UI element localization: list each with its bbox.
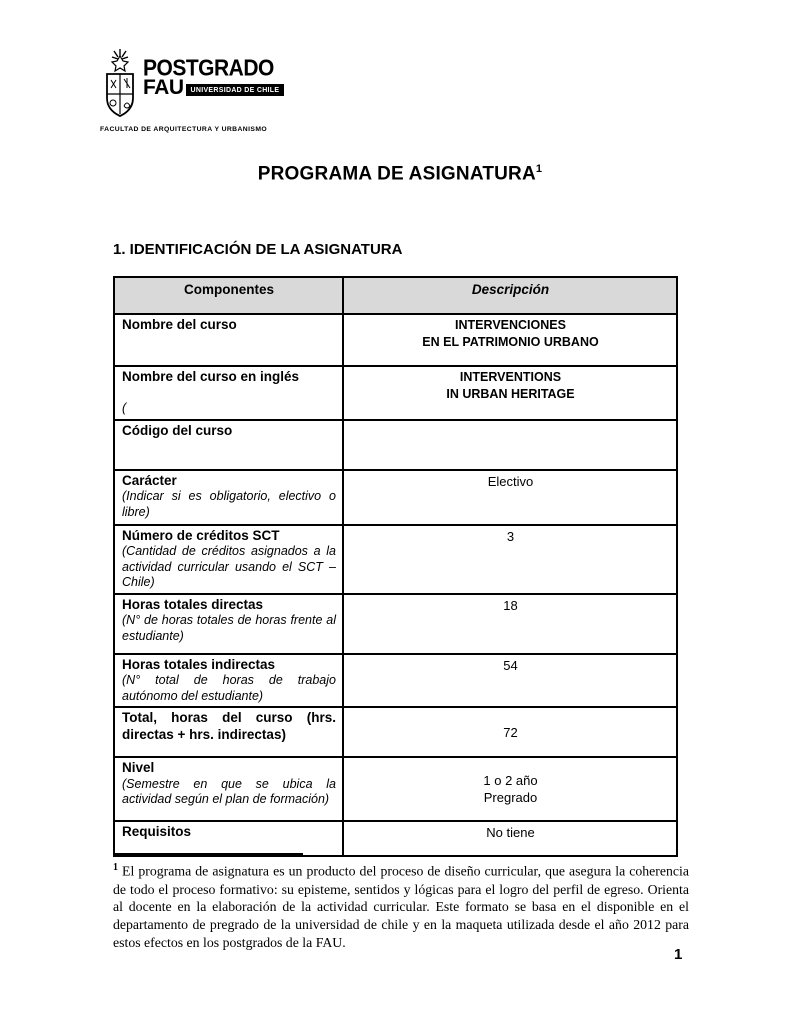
- column-header-componentes: Componentes: [113, 276, 344, 315]
- component-cell: Nombre del curso: [113, 313, 344, 367]
- fau-postgrado-logo: POSTGRADO FAU UNIVERSIDAD DE CHILE FACUL…: [100, 48, 290, 133]
- table-row-requisitos: Requisitos No tiene: [113, 820, 678, 858]
- page-title: PROGRAMA DE ASIGNATURA1: [0, 163, 800, 185]
- table-row-codigo-del-curso: Código del curso: [113, 418, 678, 471]
- description-cell: INTERVENCIONES EN EL PATRIMONIO URBANO: [342, 313, 678, 367]
- table-row-horas-indirectas: Horas totales indirectas (N° total de ho…: [113, 652, 678, 709]
- table-row-nivel: Nivel (Semestre en que se ubica la activ…: [113, 756, 678, 823]
- component-cell: Número de créditos SCT (Cantidad de créd…: [113, 523, 344, 595]
- description-cell: 54: [342, 652, 678, 709]
- footnote-reference: 1: [113, 862, 118, 873]
- description-cell: 3: [342, 523, 678, 595]
- component-label: Requisitos: [122, 824, 192, 840]
- component-note: (N° total de horas de trabajo autónomo d…: [122, 673, 336, 703]
- component-note: (Semestre en que se ubica la actividad s…: [122, 776, 336, 807]
- component-label: Horas totales indirectas: [122, 656, 276, 672]
- course-identification-table: Componentes Descripción Nombre del curso…: [113, 276, 678, 858]
- component-note: (N° de horas totales de horas frente al …: [122, 613, 336, 643]
- logo-fau-text: FAU: [143, 76, 184, 99]
- description-cell: INTERVENTIONS IN URBAN HERITAGE: [342, 365, 678, 421]
- table-row-horas-directas: Horas totales directas (N° de horas tota…: [113, 592, 678, 655]
- component-label: Total, horas del curso (hrs. directas + …: [122, 710, 336, 742]
- table-row-creditos-sct: Número de créditos SCT (Cantidad de créd…: [113, 523, 678, 595]
- logo-universidad-de-chile-text: UNIVERSIDAD DE CHILE: [185, 84, 285, 96]
- component-label: Nombre del curso en inglés: [122, 369, 300, 384]
- description-cell: Electivo: [342, 468, 678, 526]
- component-note: (Cantidad de créditos asignados a la act…: [122, 544, 336, 590]
- description-cell: 1 o 2 año Pregrado: [342, 756, 678, 823]
- component-label: Carácter: [122, 472, 177, 488]
- page-title-text: PROGRAMA DE ASIGNATURA: [257, 163, 536, 185]
- description-cell: 18: [342, 592, 678, 655]
- logo-faculty-text: FACULTAD DE ARQUITECTURA Y URBANISMO: [100, 126, 268, 133]
- description-cell: No tiene: [342, 820, 678, 858]
- logo-postgrado-text: POSTGRADO: [143, 55, 274, 81]
- component-cell: Horas totales indirectas (N° total de ho…: [113, 652, 344, 709]
- table-row-caracter: Carácter (Indicar si es obligatorio, ele…: [113, 468, 678, 526]
- table-header-row: Componentes Descripción: [113, 276, 678, 315]
- component-cell: Horas totales directas (N° de horas tota…: [113, 592, 344, 655]
- component-label: Nivel: [122, 760, 155, 776]
- footnote-separator: [113, 853, 303, 855]
- component-cell: Nivel (Semestre en que se ubica la activ…: [113, 756, 344, 823]
- component-label: Número de créditos SCT: [122, 527, 280, 543]
- component-cell: Código del curso: [113, 418, 344, 471]
- component-label: Horas totales directas: [122, 596, 264, 612]
- footnote: 1 El programa de asignatura es un produc…: [113, 861, 689, 952]
- table-row-nombre-del-curso: Nombre del curso INTERVENCIONES EN EL PA…: [113, 313, 678, 367]
- component-label: Código del curso: [122, 422, 233, 438]
- footnote-text: El programa de asignatura es un producto…: [113, 863, 689, 951]
- description-cell: 72: [342, 706, 678, 759]
- component-cell: Total, horas del curso (hrs. directas + …: [113, 706, 344, 759]
- title-footnote-reference: 1: [535, 163, 543, 175]
- component-label: Nombre del curso: [122, 317, 237, 332]
- column-header-descripcion: Descripción: [342, 276, 678, 315]
- universidad-de-chile-crest-icon: [106, 49, 134, 117]
- page-number: 1: [674, 946, 683, 963]
- description-cell: [342, 418, 678, 471]
- component-cell: Requisitos: [113, 820, 344, 858]
- section-heading: 1. IDENTIFICACIÓN DE LA ASIGNATURA: [113, 241, 403, 258]
- table-row-total-horas: Total, horas del curso (hrs. directas + …: [113, 706, 678, 759]
- component-cell: Carácter (Indicar si es obligatorio, ele…: [113, 468, 344, 526]
- table-row-nombre-en-ingles: Nombre del curso en inglés ( INTERVENTIO…: [113, 365, 678, 421]
- component-cell: Nombre del curso en inglés (: [113, 365, 344, 421]
- component-note: (Indicar si es obligatorio, electivo o l…: [122, 489, 336, 519]
- component-note: (: [122, 401, 127, 416]
